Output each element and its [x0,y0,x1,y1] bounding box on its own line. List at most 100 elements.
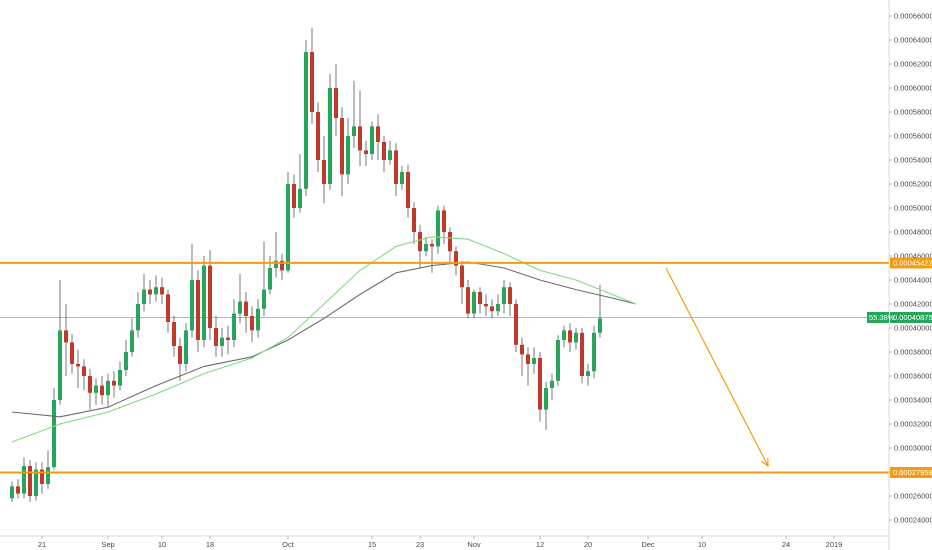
candle[interactable] [16,479,20,499]
candle[interactable] [58,280,62,405]
candle[interactable] [106,373,110,408]
candle[interactable] [340,107,344,196]
candle[interactable] [304,40,308,196]
candle[interactable] [112,371,116,398]
candle[interactable] [214,316,218,357]
candle[interactable] [280,253,284,280]
candle[interactable] [358,90,362,166]
candle[interactable] [532,347,536,374]
candle[interactable] [94,378,98,405]
candle[interactable] [328,73,332,190]
candle[interactable] [586,364,590,386]
candle[interactable] [274,232,278,278]
candle[interactable] [70,334,74,374]
candle[interactable] [562,325,566,348]
candle[interactable] [190,244,194,338]
candle[interactable] [574,328,578,350]
plot-area[interactable] [0,28,889,502]
candle[interactable] [400,166,404,190]
candle[interactable] [592,325,596,379]
candle[interactable] [454,246,458,276]
candle[interactable] [100,376,104,405]
candle[interactable] [460,260,464,304]
candle[interactable] [538,352,542,422]
candle[interactable] [184,323,188,372]
candle[interactable] [370,121,374,160]
candle[interactable] [508,282,512,316]
candle[interactable] [202,256,206,348]
candle[interactable] [430,239,434,273]
candle[interactable] [496,294,500,316]
candle[interactable] [580,328,584,384]
candle[interactable] [238,274,242,324]
candle[interactable] [142,274,146,312]
candle[interactable] [172,316,176,357]
candle[interactable] [556,335,560,386]
candle[interactable] [466,280,470,319]
candle[interactable] [244,292,248,333]
candle[interactable] [436,205,440,254]
candle[interactable] [178,337,182,381]
candle[interactable] [82,359,86,391]
candle[interactable] [64,304,68,376]
candle[interactable] [490,299,494,319]
candle[interactable] [154,275,158,302]
candle[interactable] [364,140,368,166]
candle[interactable] [424,236,428,256]
candle[interactable] [166,289,170,333]
candle[interactable] [346,118,350,184]
candle[interactable] [388,140,392,165]
candle[interactable] [286,172,290,273]
candle[interactable] [598,284,602,338]
candle[interactable] [34,462,38,501]
candle[interactable] [382,136,386,172]
candle[interactable] [514,299,518,352]
candle[interactable] [484,294,488,316]
candle[interactable] [208,250,212,340]
candle[interactable] [250,306,254,343]
candle[interactable] [322,136,326,204]
candle[interactable] [472,289,476,319]
candle[interactable] [448,227,452,262]
candle[interactable] [232,299,236,348]
candle[interactable] [412,202,416,244]
candle[interactable] [118,361,122,391]
candle[interactable] [316,102,320,172]
candle[interactable] [40,462,44,494]
candle[interactable] [22,457,26,499]
candle[interactable] [124,340,128,376]
candle[interactable] [310,28,314,124]
candle-body [544,388,548,410]
candle[interactable] [76,349,80,388]
candle[interactable] [262,241,266,316]
candle[interactable] [130,318,134,357]
candle[interactable] [28,460,32,502]
candle[interactable] [88,368,92,410]
candle[interactable] [406,164,410,218]
candle[interactable] [334,64,338,136]
candle[interactable] [256,299,260,338]
candle[interactable] [160,277,164,304]
candle[interactable] [502,280,506,314]
candle[interactable] [46,450,50,489]
candle[interactable] [298,154,302,213]
candle[interactable] [10,481,14,502]
projection-arrow-line[interactable] [665,267,769,467]
candle[interactable] [292,174,296,218]
candle[interactable] [352,80,356,148]
candle[interactable] [568,323,572,352]
candle[interactable] [520,337,524,376]
candle[interactable] [544,382,548,430]
candle[interactable] [478,287,482,314]
candle[interactable] [226,325,230,355]
candle[interactable] [148,280,152,304]
candle[interactable] [52,388,56,470]
candle[interactable] [526,347,530,386]
candle[interactable] [196,270,200,352]
candle[interactable] [136,292,140,338]
candle[interactable] [394,143,398,196]
candle[interactable] [376,114,380,160]
candle[interactable] [220,328,224,357]
candle[interactable] [550,373,554,400]
candle[interactable] [418,224,422,268]
